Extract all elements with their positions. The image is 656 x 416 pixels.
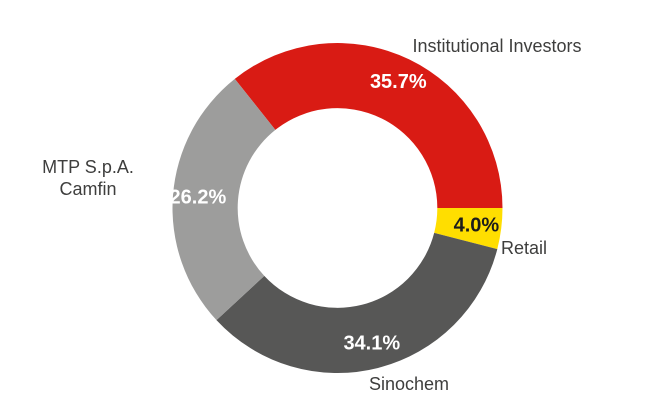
pct-label-institutional-investors: 35.7% xyxy=(370,71,427,93)
label-institutional-investors: Institutional Investors xyxy=(412,36,582,56)
segment-mtp-s-p-a-camfin xyxy=(172,78,276,321)
label-mtp-line2: Camfin xyxy=(59,179,117,199)
pct-label-retail: 4.0% xyxy=(454,215,500,237)
label-mtp-line1: MTP S.p.A. xyxy=(42,157,134,177)
segment-retail xyxy=(434,208,503,250)
pct-label-mtp-s-p-a-camfin: 26.2% xyxy=(170,186,227,208)
segment-institutional-investors xyxy=(234,43,503,209)
segment-sinochem xyxy=(216,232,498,374)
label-mtp-camfin: MTP S.p.A. Camfin xyxy=(18,156,158,200)
label-sinochem: Sinochem xyxy=(368,374,450,394)
label-retail: Retail xyxy=(501,238,548,258)
pct-label-sinochem: 34.1% xyxy=(343,333,400,355)
